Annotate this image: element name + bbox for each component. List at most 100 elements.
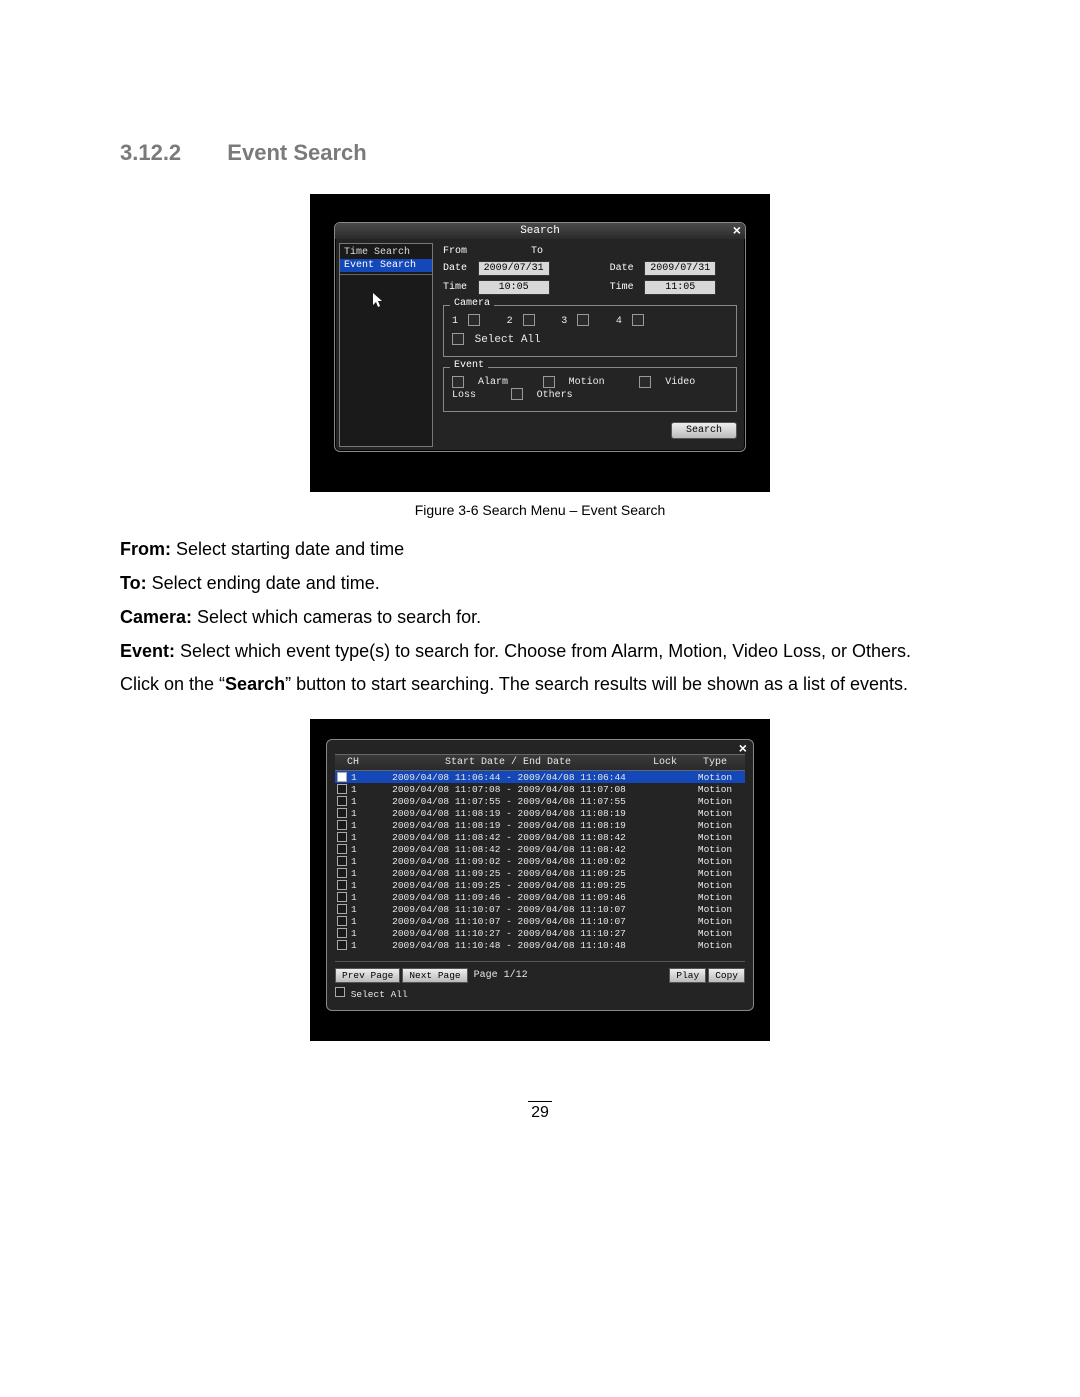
camera-select-all-checkbox[interactable] [452, 333, 464, 345]
row-checkbox[interactable] [337, 772, 347, 782]
row-checkbox[interactable] [337, 916, 347, 926]
table-row[interactable]: 1 2009/04/08 11:09:46 - 2009/04/08 11:09:… [335, 891, 745, 903]
close-icon[interactable]: × [733, 224, 741, 240]
from-description: From: Select starting date and time [120, 536, 960, 564]
row-date: 2009/04/08 11:09:46 - 2009/04/08 11:09:4… [373, 892, 645, 903]
row-checkbox[interactable] [337, 880, 347, 890]
row-checkbox[interactable] [337, 928, 347, 938]
row-checkbox[interactable] [337, 892, 347, 902]
from-date-label: Date [443, 263, 467, 274]
sidebar-separator [340, 274, 432, 275]
row-checkbox[interactable] [337, 784, 347, 794]
row-type: Motion [685, 916, 745, 927]
event-alarm[interactable]: Alarm [452, 377, 522, 388]
row-ch: 1 [351, 916, 357, 927]
sidebar-item-time-search[interactable]: Time Search [340, 246, 432, 259]
from-time-input[interactable]: 10:05 [478, 280, 550, 295]
table-row[interactable]: 1 2009/04/08 11:08:42 - 2009/04/08 11:08:… [335, 831, 745, 843]
results-body: 1 2009/04/08 11:06:44 - 2009/04/08 11:06:… [335, 771, 745, 951]
dialog-title: Search [520, 225, 560, 237]
camera-4[interactable]: 4 [616, 316, 654, 327]
row-lock [645, 880, 685, 891]
click-instruction: Click on the “Search” button to start se… [120, 671, 960, 699]
table-row[interactable]: 12009/04/08 11:08:19 - 2009/04/08 11:08:… [335, 819, 745, 831]
event-group-title: Event [450, 360, 488, 371]
row-lock [645, 916, 685, 927]
to-time-label: Time [610, 282, 634, 293]
row-type: Motion [685, 772, 745, 783]
row-lock [645, 832, 685, 843]
row-checkbox[interactable] [337, 856, 347, 866]
table-row[interactable]: 12009/04/08 11:10:07 - 2009/04/08 11:10:… [335, 915, 745, 927]
figure-1: Search × Time Search Event Search [310, 194, 770, 492]
row-type: Motion [685, 868, 745, 879]
row-ch: 1 [351, 868, 357, 879]
row-date: 2009/04/08 11:08:19 - 2009/04/08 11:08:1… [373, 808, 645, 819]
table-row[interactable]: 12009/04/08 11:06:44 - 2009/04/08 11:06:… [335, 771, 745, 783]
row-date: 2009/04/08 11:10:07 - 2009/04/08 11:10:0… [373, 904, 645, 915]
row-ch: 1 [351, 892, 357, 903]
row-checkbox[interactable] [337, 868, 347, 878]
search-dialog: Search × Time Search Event Search [334, 222, 746, 452]
row-date: 2009/04/08 11:06:44 - 2009/04/08 11:06:4… [373, 772, 645, 783]
table-row[interactable]: 12009/04/08 11:09:02 - 2009/04/08 11:09:… [335, 855, 745, 867]
figure-1-caption: Figure 3-6 Search Menu – Event Search [120, 502, 960, 518]
row-lock [645, 928, 685, 939]
table-row[interactable]: 12009/04/08 11:10:27 - 2009/04/08 11:10:… [335, 927, 745, 939]
row-ch: 1 [351, 832, 357, 843]
camera-group: Camera 1 2 3 4 Select All [443, 305, 737, 357]
row-date: 2009/04/08 11:07:08 - 2009/04/08 11:07:0… [373, 784, 645, 795]
row-type: Motion [685, 784, 745, 795]
row-type: Motion [685, 832, 745, 843]
from-date-input[interactable]: 2009/07/31 [478, 261, 550, 276]
row-date: 2009/04/08 11:08:42 - 2009/04/08 11:08:4… [373, 844, 645, 855]
row-checkbox[interactable] [337, 844, 347, 854]
row-ch: 1 [351, 928, 357, 939]
row-lock [645, 844, 685, 855]
copy-button[interactable]: Copy [708, 968, 745, 983]
row-checkbox[interactable] [337, 808, 347, 818]
row-date: 2009/04/08 11:08:42 - 2009/04/08 11:08:4… [373, 832, 645, 843]
row-date: 2009/04/08 11:09:25 - 2009/04/08 11:09:2… [373, 880, 645, 891]
sidebar-item-event-search[interactable]: Event Search [340, 259, 432, 272]
event-description: Event: Select which event type(s) to sea… [120, 638, 960, 666]
row-ch: 1 [351, 784, 357, 795]
row-ch: 1 [351, 796, 357, 807]
table-row[interactable]: 12009/04/08 11:10:07 - 2009/04/08 11:10:… [335, 903, 745, 915]
table-row[interactable]: 12009/04/08 11:08:42 - 2009/04/08 11:08:… [335, 843, 745, 855]
table-row[interactable]: 1 2009/04/08 11:07:08 - 2009/04/08 11:07:… [335, 783, 745, 795]
row-checkbox[interactable] [337, 832, 347, 842]
row-checkbox[interactable] [337, 796, 347, 806]
row-lock [645, 940, 685, 951]
event-group: Event Alarm Motion Video Loss Others [443, 367, 737, 412]
to-date-input[interactable]: 2009/07/31 [644, 261, 716, 276]
close-icon[interactable]: × [739, 742, 747, 758]
row-lock [645, 808, 685, 819]
table-row[interactable]: 1 2009/04/08 11:09:25 - 2009/04/08 11:09:… [335, 867, 745, 879]
camera-1[interactable]: 1 [452, 316, 490, 327]
play-button[interactable]: Play [669, 968, 706, 983]
section-heading: 3.12.2 Event Search [120, 140, 960, 166]
event-others[interactable]: Others [511, 390, 587, 401]
camera-2[interactable]: 2 [507, 316, 545, 327]
select-all-row[interactable]: Select All [335, 987, 745, 1000]
event-motion[interactable]: Motion [543, 377, 619, 388]
row-lock [645, 772, 685, 783]
search-button[interactable]: Search [671, 422, 737, 439]
row-checkbox[interactable] [337, 940, 347, 950]
row-date: 2009/04/08 11:09:25 - 2009/04/08 11:09:2… [373, 868, 645, 879]
header-type: Type [685, 757, 745, 768]
prev-page-button[interactable]: Prev Page [335, 968, 400, 983]
camera-3[interactable]: 3 [561, 316, 599, 327]
row-checkbox[interactable] [337, 904, 347, 914]
table-row[interactable]: 12009/04/08 11:07:55 - 2009/04/08 11:07:… [335, 795, 745, 807]
table-row[interactable]: 12009/04/08 11:09:25 - 2009/04/08 11:09:… [335, 879, 745, 891]
table-row[interactable]: 12009/04/08 11:08:19 - 2009/04/08 11:08:… [335, 807, 745, 819]
to-label: To [531, 246, 543, 257]
next-page-button[interactable]: Next Page [402, 968, 467, 983]
to-time-input[interactable]: 11:05 [644, 280, 716, 295]
table-row[interactable]: 12009/04/08 11:10:48 - 2009/04/08 11:10:… [335, 939, 745, 951]
row-checkbox[interactable] [337, 820, 347, 830]
section-number: 3.12.2 [120, 140, 181, 166]
section-title: Event Search [227, 140, 366, 165]
